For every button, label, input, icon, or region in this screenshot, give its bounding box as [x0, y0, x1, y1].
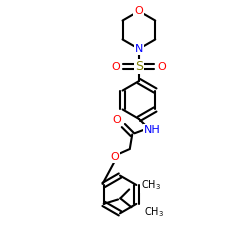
Text: O: O — [112, 115, 121, 125]
Text: O: O — [111, 62, 120, 72]
Text: S: S — [135, 60, 143, 73]
Text: NH: NH — [144, 125, 160, 135]
Text: O: O — [110, 152, 119, 162]
Text: O: O — [134, 6, 143, 16]
Text: N: N — [135, 44, 143, 54]
Text: CH$_3$: CH$_3$ — [144, 205, 164, 218]
Text: O: O — [158, 62, 166, 72]
Text: CH$_3$: CH$_3$ — [142, 178, 162, 192]
